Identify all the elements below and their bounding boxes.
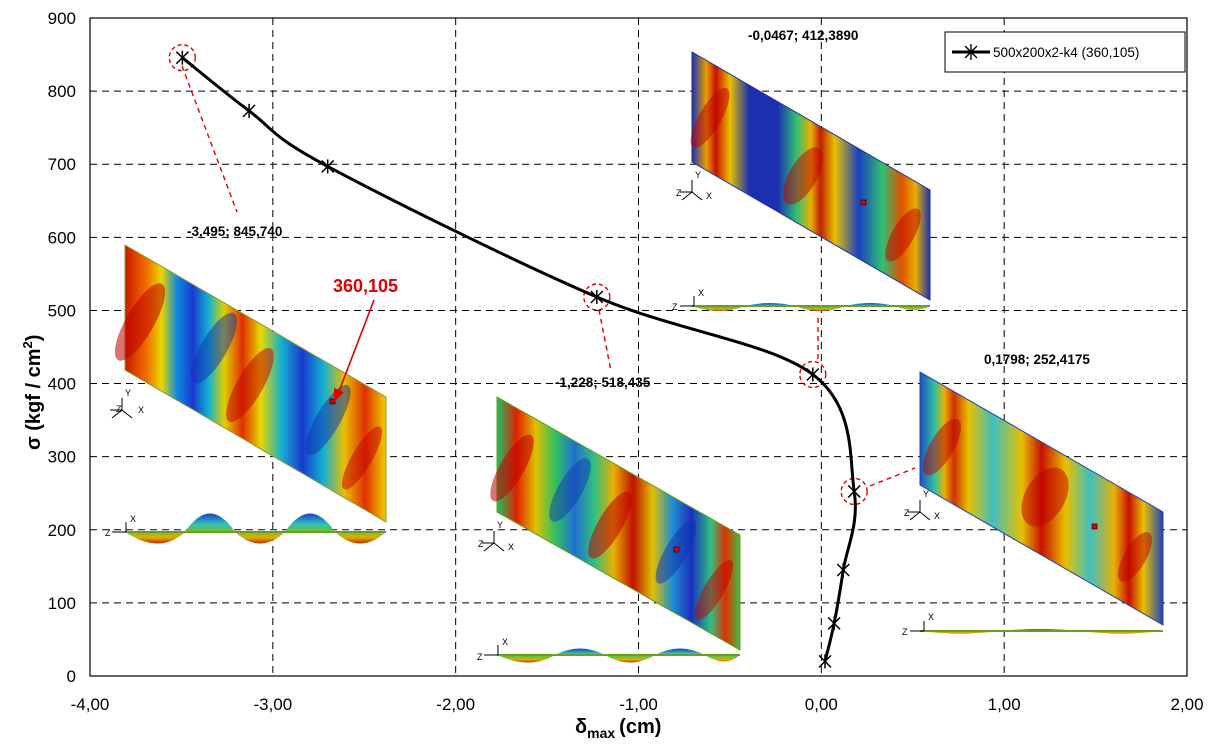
svg-text:X: X <box>130 514 136 524</box>
svg-text:Y: Y <box>125 388 131 398</box>
data-point-5 <box>590 289 604 304</box>
annotation-point-3: -0,0467; 412,3890 <box>748 28 858 43</box>
y-tick-label-3: 300 <box>48 448 76 467</box>
svg-text:Z: Z <box>116 404 122 414</box>
data-point-1 <box>827 616 841 631</box>
fem-inset-top-right: Z Y X Z X <box>672 51 931 312</box>
svg-text:Z: Z <box>477 652 483 662</box>
svg-text:Y: Y <box>923 489 929 499</box>
svg-text:Y: Y <box>497 520 503 530</box>
svg-text:X: X <box>928 612 934 622</box>
svg-text:X: X <box>706 191 712 201</box>
tick-labels: -4,00 -3,00 -2,00 -1,00 0,00 1,00 2,00 0 100 200 3… <box>48 9 1204 714</box>
x-axis-symbol: δ <box>575 716 587 738</box>
y-axis-label: σ (kgf / cm <box>23 349 45 450</box>
svg-text:Z: Z <box>676 188 682 198</box>
series-line <box>181 56 857 662</box>
legend-marker <box>964 44 978 60</box>
highlight-circles <box>168 43 868 506</box>
y-tick-label-0: 0 <box>67 667 76 686</box>
y-axis-superscript: 2 <box>20 341 35 348</box>
svg-text:Z: Z <box>105 528 111 538</box>
x-axis-subscript: max <box>587 725 615 741</box>
svg-text:X: X <box>502 637 508 647</box>
annotation-point-4: 0,1798; 252,4175 <box>984 352 1090 367</box>
x-tick-label-0: -4,00 <box>71 695 110 714</box>
svg-text:Z: Z <box>902 627 908 637</box>
y-tick-label-8: 800 <box>48 82 76 101</box>
y-axis-label-end: ) <box>23 335 45 342</box>
arrow-to-point <box>334 299 375 402</box>
x-axis-title: δmax (cm) <box>575 716 661 741</box>
data-point-3 <box>847 484 861 499</box>
y-tick-label-6: 600 <box>48 228 76 247</box>
y-tick-label-2: 200 <box>48 521 76 540</box>
highlight-leaders <box>181 65 916 487</box>
data-point-4 <box>806 367 820 382</box>
x-tick-label-2: -2,00 <box>436 695 475 714</box>
highlight-circle-0 <box>168 43 197 72</box>
y-tick-label-7: 700 <box>48 155 76 174</box>
x-axis-unit: (cm) <box>619 716 661 738</box>
highlight-circle-1 <box>583 283 611 311</box>
x-tick-label-3: -1,00 <box>619 695 658 714</box>
data-point-6 <box>321 159 335 174</box>
data-point-2 <box>836 562 850 577</box>
highlight-circle-2 <box>799 360 827 389</box>
annotation-node-id: 360,105 <box>333 276 398 296</box>
y-axis-title: σ (kgf / cm2) <box>20 335 45 450</box>
legend: 500x200x2-k4 (360,105) <box>944 31 1186 73</box>
svg-text:Z: Z <box>672 302 678 312</box>
data-point-7 <box>242 103 256 118</box>
y-tick-label-9: 900 <box>48 9 76 28</box>
data-point-0 <box>818 654 832 669</box>
svg-text:X: X <box>934 511 940 521</box>
legend-label: 500x200x2-k4 (360,105) <box>993 45 1139 60</box>
y-tick-label-1: 100 <box>48 594 76 613</box>
fem-inset-bottom-right: Z Y X Z X <box>902 371 1164 637</box>
x-tick-label-4: 0,00 <box>805 695 838 714</box>
svg-text:Z: Z <box>904 508 910 518</box>
highlight-circle-3 <box>840 477 868 506</box>
data-point-8 <box>175 50 189 65</box>
x-tick-label-6: 2,00 <box>1170 695 1203 714</box>
series-markers <box>175 50 861 669</box>
svg-text:X: X <box>138 405 144 415</box>
svg-text:Y: Y <box>695 170 701 180</box>
fem-inset-center: Z Y X Z X <box>477 396 741 663</box>
x-tick-label-5: 1,00 <box>988 695 1021 714</box>
svg-text:X: X <box>508 542 514 552</box>
y-tick-label-4: 400 <box>48 375 76 394</box>
svg-text:Z: Z <box>478 539 484 549</box>
annotation-point-2: -1,228; 518,435 <box>555 375 651 390</box>
svg-text:X: X <box>698 288 704 298</box>
x-tick-label-1: -3,00 <box>253 695 292 714</box>
fem-inset-left: ZYX ZX <box>105 244 387 544</box>
y-tick-label-5: 500 <box>48 301 76 320</box>
plot-frame <box>89 17 1188 677</box>
annotation-point-1: -3,495; 845,740 <box>187 224 282 239</box>
